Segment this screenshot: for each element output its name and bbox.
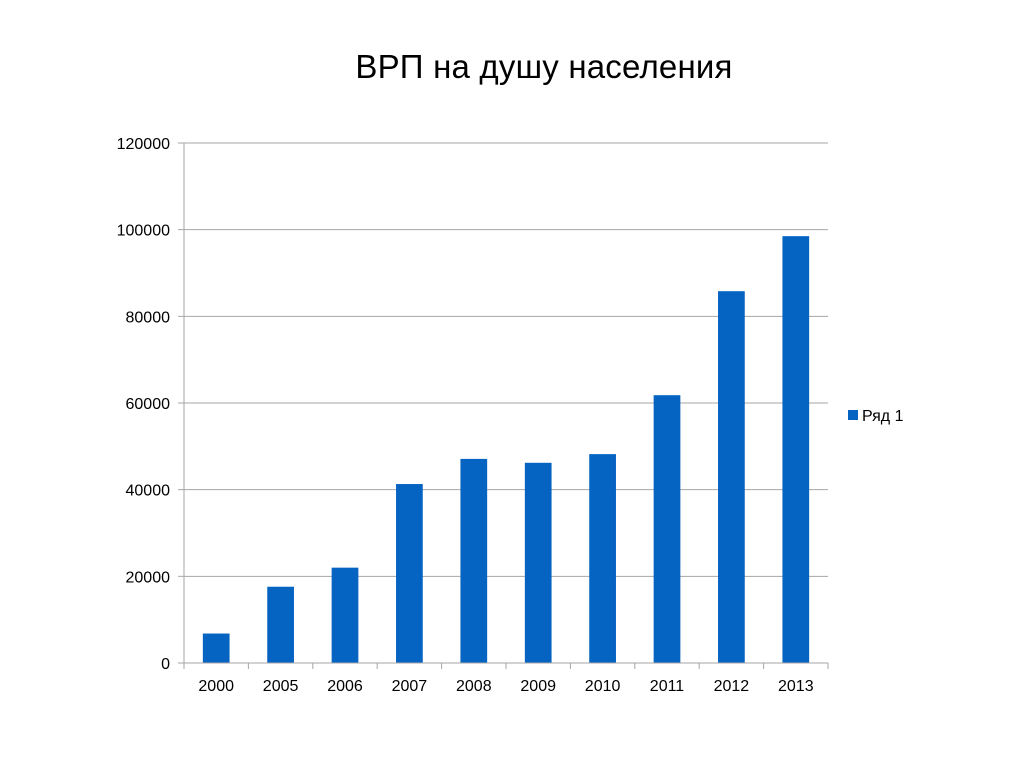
axes (178, 142, 829, 669)
x-tick-labels: 2000 2005 2006 2007 2008 2009 2010 2011 2012 2013 (198, 678, 813, 695)
bar-2012 (718, 291, 745, 663)
x-tick-label: 2007 (392, 678, 428, 695)
x-tick-label: 2010 (585, 678, 621, 695)
y-tick-label: 100000 (117, 223, 170, 240)
x-tick-label: 2008 (456, 678, 492, 695)
x-tick-label: 2000 (198, 678, 234, 695)
y-tick-label: 0 (161, 656, 170, 673)
legend: Ряд 1 (848, 408, 904, 425)
bar-2000 (202, 633, 230, 663)
x-tick-label: 2011 (650, 678, 685, 695)
y-tick-label: 20000 (126, 569, 171, 586)
y-tick-label: 40000 (126, 483, 171, 500)
y-tick-labels: 0 20000 40000 60000 80000 100000 120000 (117, 136, 170, 673)
legend-swatch (848, 410, 858, 420)
x-tick-label: 2013 (778, 678, 814, 695)
y-tick-label: 80000 (126, 309, 171, 326)
y-tick-label: 120000 (117, 136, 170, 153)
bar-2005 (267, 586, 294, 663)
bar-2009 (524, 462, 552, 663)
bar-2008 (460, 458, 488, 663)
gridlines (184, 142, 828, 577)
x-tick-label: 2006 (327, 678, 363, 695)
bar-2013 (782, 236, 810, 663)
x-tick-label: 2009 (520, 678, 556, 695)
x-tick-label: 2005 (263, 678, 299, 695)
bars (202, 236, 810, 663)
bar-2007 (396, 484, 423, 663)
x-tick-label: 2012 (714, 678, 750, 695)
bar-2006 (331, 567, 359, 663)
legend-label: Ряд 1 (862, 408, 904, 425)
y-tick-label: 60000 (126, 396, 171, 413)
bar-2011 (653, 395, 681, 663)
bar-2010 (589, 454, 616, 663)
chart-title: ВРП на душу населения (355, 48, 733, 85)
